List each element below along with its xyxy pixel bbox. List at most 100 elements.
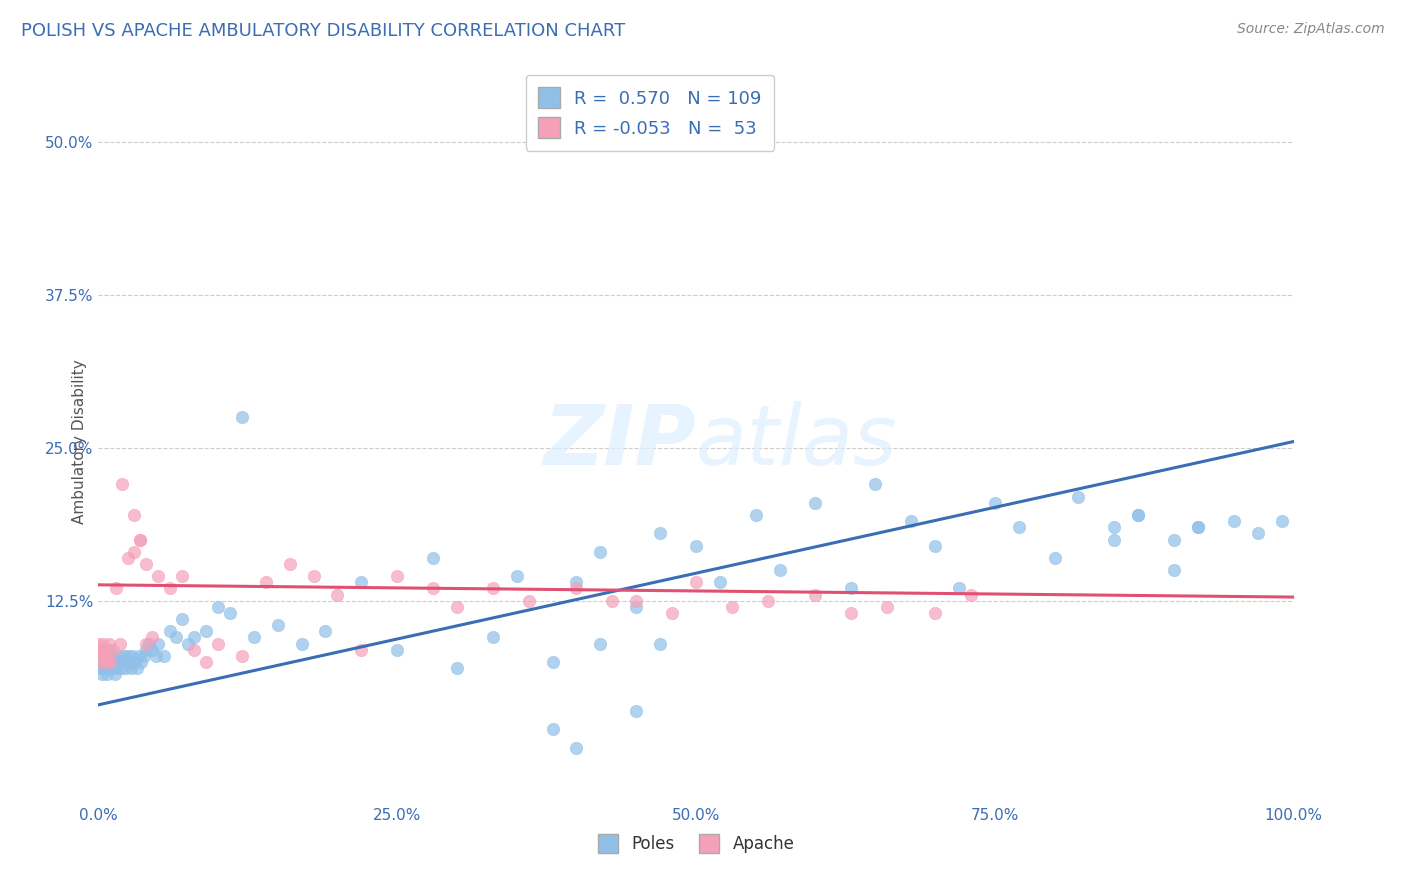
Point: [159, 624, 181, 639]
Point: [195, 624, 218, 639]
Point: [207, 599, 229, 614]
Point: [141, 631, 163, 645]
Point: [89, 648, 111, 663]
Point: [219, 606, 242, 620]
Point: [111, 655, 134, 669]
Point: [128, 648, 150, 663]
Point: [94, 661, 117, 675]
Point: [112, 648, 135, 663]
Point: [90, 661, 112, 675]
Point: [721, 599, 744, 614]
Point: [231, 648, 253, 663]
Point: [291, 637, 314, 651]
Point: [87, 655, 110, 669]
Point: [517, 593, 540, 607]
Point: [89, 642, 111, 657]
Point: [108, 637, 131, 651]
Point: [1187, 520, 1209, 534]
Point: [121, 648, 143, 663]
Point: [207, 637, 229, 651]
Point: [110, 661, 132, 675]
Point: [135, 637, 157, 651]
Point: [709, 575, 731, 590]
Point: [422, 550, 444, 565]
Point: [541, 655, 564, 669]
Point: [422, 582, 444, 596]
Point: [1104, 533, 1126, 547]
Point: [148, 569, 170, 583]
Point: [1271, 514, 1294, 528]
Point: [446, 661, 468, 675]
Point: [195, 655, 218, 669]
Point: [91, 661, 114, 675]
Point: [1128, 508, 1150, 522]
Text: ZIP: ZIP: [543, 401, 696, 482]
Text: Source: ZipAtlas.com: Source: ZipAtlas.com: [1237, 22, 1385, 37]
Point: [104, 667, 127, 681]
Point: [90, 642, 112, 657]
Point: [565, 740, 588, 755]
Point: [117, 648, 139, 663]
Point: [145, 648, 167, 663]
Point: [117, 550, 139, 565]
Point: [661, 606, 683, 620]
Point: [93, 655, 115, 669]
Point: [96, 655, 118, 669]
Point: [87, 642, 110, 657]
Point: [98, 648, 122, 663]
Point: [172, 569, 194, 583]
Point: [841, 582, 863, 596]
Point: [91, 655, 114, 669]
Point: [97, 661, 120, 675]
Point: [105, 582, 128, 596]
Point: [111, 477, 134, 491]
Point: [153, 648, 176, 663]
Point: [90, 655, 112, 669]
Point: [589, 637, 612, 651]
Point: [267, 618, 290, 632]
Point: [960, 588, 983, 602]
Point: [481, 582, 505, 596]
Point: [648, 526, 672, 541]
Point: [315, 624, 337, 639]
Point: [135, 642, 157, 657]
Point: [125, 661, 148, 675]
Point: [172, 612, 194, 626]
Point: [602, 593, 624, 607]
Point: [685, 575, 707, 590]
Point: [565, 575, 588, 590]
Point: [804, 588, 827, 602]
Point: [91, 637, 114, 651]
Point: [91, 648, 114, 663]
Point: [118, 655, 141, 669]
Point: [626, 599, 648, 614]
Point: [589, 545, 612, 559]
Point: [254, 575, 277, 590]
Point: [93, 648, 115, 663]
Point: [565, 582, 588, 596]
Point: [745, 508, 768, 522]
Point: [129, 533, 152, 547]
Point: [114, 661, 136, 675]
Point: [124, 655, 146, 669]
Point: [135, 557, 157, 571]
Point: [804, 496, 827, 510]
Point: [350, 642, 373, 657]
Point: [89, 655, 111, 669]
Point: [481, 631, 505, 645]
Point: [98, 655, 121, 669]
Point: [91, 642, 114, 657]
Point: [768, 563, 790, 577]
Point: [90, 648, 112, 663]
Y-axis label: Ambulatory Disability: Ambulatory Disability: [72, 359, 87, 524]
Point: [1008, 520, 1031, 534]
Point: [98, 661, 122, 675]
Point: [101, 648, 124, 663]
Point: [138, 637, 160, 651]
Point: [98, 642, 121, 657]
Point: [626, 593, 648, 607]
Point: [120, 661, 142, 675]
Point: [924, 539, 946, 553]
Point: [108, 655, 131, 669]
Point: [1163, 533, 1185, 547]
